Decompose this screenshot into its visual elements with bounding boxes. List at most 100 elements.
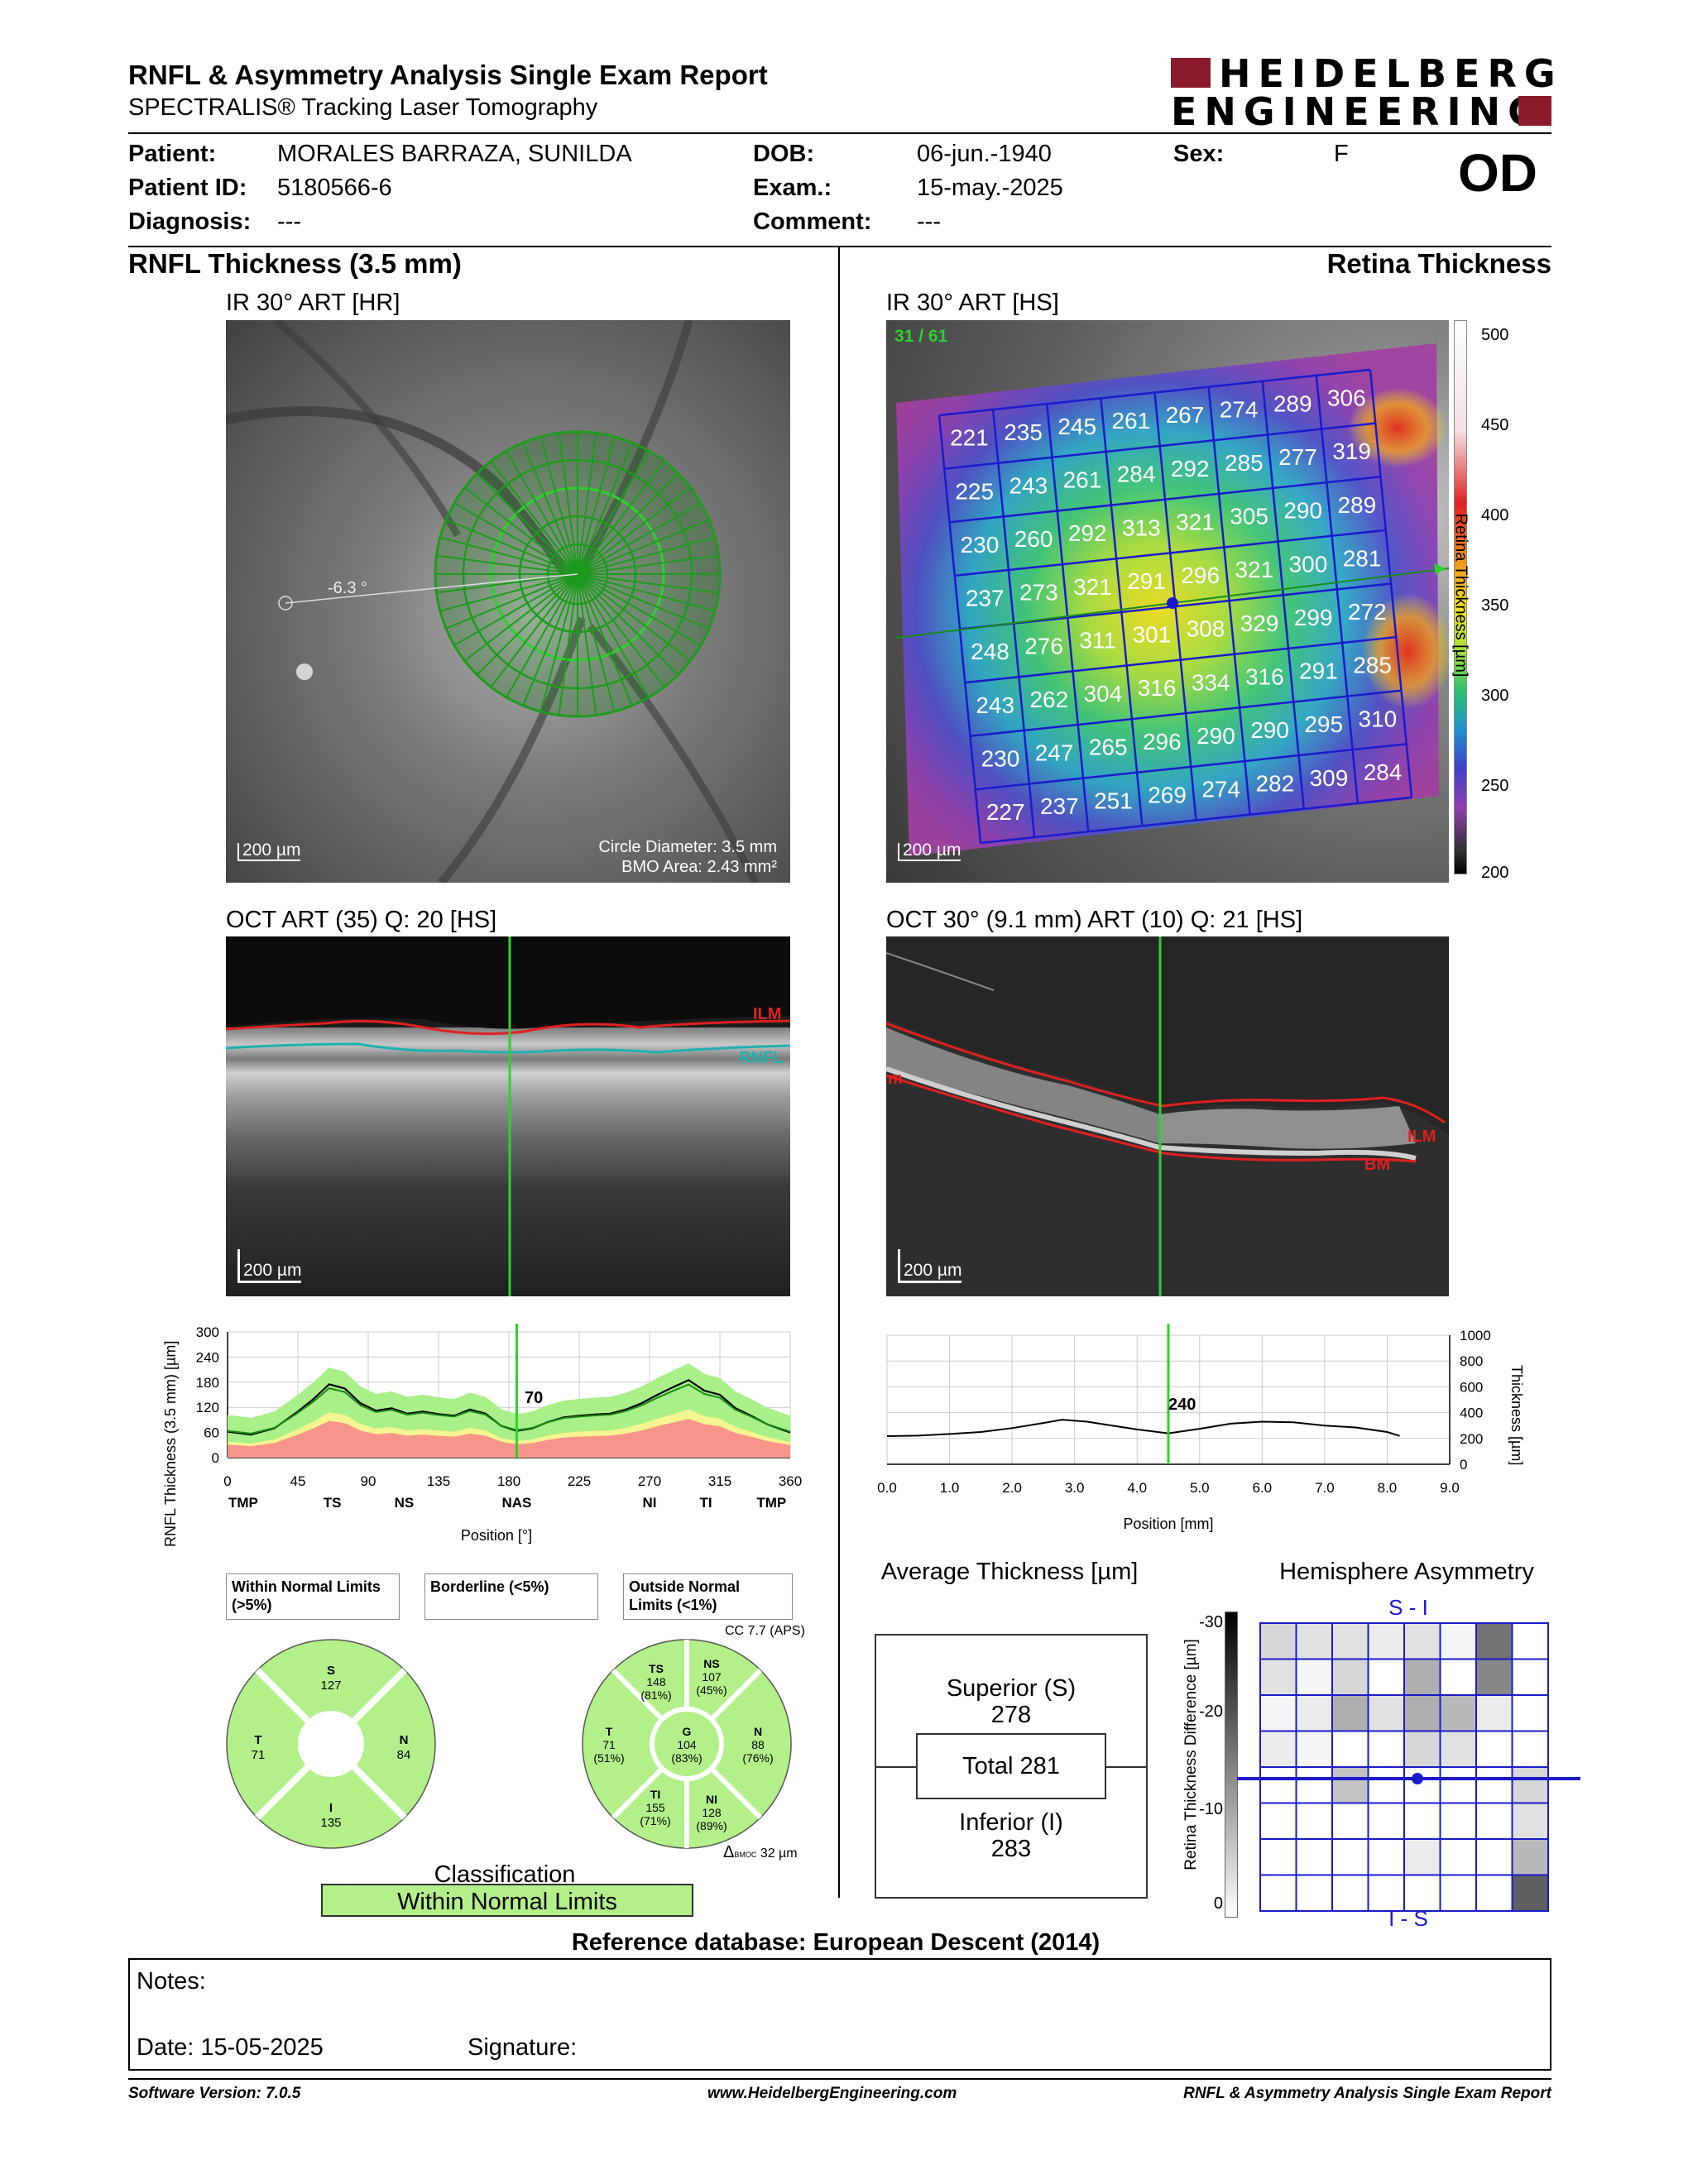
svg-text:(71%): (71%) (640, 1814, 670, 1827)
total-thickness: Total 281 (916, 1733, 1106, 1799)
sector-label: TI (699, 1495, 712, 1511)
asymmetry-scale-ticks: -30 -20 -10 0 (1199, 1613, 1223, 1913)
thickness-grid-value: 321 (1235, 557, 1273, 582)
asymmetry-grid (1237, 1622, 1580, 1912)
svg-text:(76%): (76%) (742, 1751, 773, 1765)
scan-spoke (453, 502, 578, 575)
x-tick-label: 4.0 (1127, 1480, 1147, 1496)
circle-diameter: Circle Diameter: 3.5 mm (598, 838, 777, 856)
scan-spoke (577, 486, 692, 575)
asymmetry-cell (1295, 1874, 1333, 1912)
retina-thickness-colorbar (1454, 320, 1467, 874)
asymmetry-cell (1295, 1766, 1333, 1804)
rotation-angle: -6.3 ° (328, 579, 367, 597)
x-tick-label: 8.0 (1378, 1480, 1398, 1496)
classification-title: Classification (434, 1861, 576, 1888)
sector-label: TMP (756, 1495, 786, 1511)
report-title: RNFL & Asymmetry Analysis Single Exam Re… (128, 60, 768, 90)
scan-spoke (577, 460, 665, 575)
x-tick-label: 45 (290, 1473, 306, 1489)
exam-value: 15-may.-2025 (917, 175, 1063, 201)
asymmetry-cell (1475, 1730, 1513, 1768)
thickness-grid-value: 285 (1225, 450, 1264, 476)
asymmetry-cell (1403, 1622, 1441, 1660)
colorbar-ticks: 500 450 400 350 300 250 200 (1481, 326, 1509, 882)
y-tick-label: 0 (1460, 1457, 1467, 1473)
x-tick-label: 180 (497, 1473, 520, 1489)
asymmetry-cell (1511, 1658, 1549, 1696)
grid-line (965, 635, 1397, 684)
x-tick-label: 1.0 (940, 1480, 960, 1496)
asymmetry-cell (1331, 1766, 1369, 1804)
left-ir-fundus-image: -6.3 ° 200 µm Circle Diameter: 3.5 mm BM… (226, 320, 790, 883)
grid-line (980, 796, 1412, 845)
asymmetry-cell (1475, 1622, 1513, 1660)
y-tick-label: 1000 (1460, 1328, 1491, 1343)
thickness-grid-value: 316 (1245, 663, 1284, 689)
scan-counter: 31 / 61 (894, 327, 948, 346)
asymmetry-cell (1475, 1766, 1513, 1804)
scan-spoke (577, 536, 716, 575)
y-tick-label: 0 (212, 1450, 219, 1466)
patient-id-label: Patient ID: (128, 175, 247, 201)
notes-label: Notes: (137, 1968, 206, 1995)
thickness-grid-value: 292 (1171, 456, 1210, 481)
exam-label: Exam.: (753, 175, 832, 201)
asymmetry-cell (1511, 1802, 1549, 1840)
scan-spoke (490, 573, 578, 688)
x-tick-label: 225 (568, 1473, 591, 1489)
svg-text:84: 84 (397, 1748, 411, 1762)
rnfl-section-title: RNFL Thickness (3.5 mm) (128, 248, 462, 279)
thickness-grid-value: 295 (1304, 711, 1343, 737)
asymmetry-cell (1403, 1730, 1441, 1768)
retina-chart-xlabel: Position [mm] (1123, 1516, 1213, 1532)
thickness-grid-value: 277 (1278, 444, 1317, 470)
thickness-grid-value: 289 (1273, 390, 1312, 416)
scan-spoke (577, 573, 650, 698)
asymmetry-cell (1295, 1622, 1333, 1660)
scan-spoke (577, 573, 692, 662)
cc-value: CC 7.7 (APS) (725, 1624, 805, 1638)
asymmetry-cell (1295, 1694, 1333, 1732)
asymmetry-cell (1295, 1730, 1333, 1768)
thickness-grid-value: 274 (1220, 396, 1259, 422)
scan-spoke (577, 502, 702, 575)
scan-spoke (445, 519, 578, 575)
thickness-grid-value: 237 (1040, 793, 1079, 819)
eye-indicator: OD (1458, 143, 1537, 203)
asymmetry-cell (1295, 1802, 1333, 1840)
y-tick-label: 200 (1460, 1431, 1483, 1447)
signature-label[interactable]: Signature: (468, 2034, 578, 2061)
scan-spoke (506, 573, 578, 698)
scan-spoke (445, 573, 578, 630)
sex-value: F (1334, 141, 1349, 167)
thickness-grid-value: 273 (1019, 580, 1058, 606)
thickness-grid-value: 291 (1299, 659, 1338, 684)
asymmetry-cell (1511, 1694, 1549, 1732)
thickness-grid-value: 243 (976, 692, 1014, 718)
scan-spoke (522, 442, 578, 575)
average-thickness-box: Superior (S) 278 Total 281 Inferior (I) … (875, 1634, 1148, 1899)
legend-borderline: Borderline (<5%) (424, 1573, 598, 1620)
svg-text:127: 127 (320, 1679, 341, 1693)
scan-spoke (577, 573, 633, 706)
asymmetry-cell (1511, 1874, 1549, 1912)
ilm-label-right: ILM (1407, 1128, 1436, 1146)
asymmetry-cell (1439, 1766, 1477, 1804)
x-tick-label: 5.0 (1190, 1480, 1210, 1496)
scan-spoke (577, 519, 710, 575)
svg-text:(51%): (51%) (593, 1751, 624, 1765)
x-tick-label: 7.0 (1315, 1480, 1335, 1496)
asymmetry-scale-bar (1225, 1612, 1238, 1918)
retina-profile-chart: 1000 800 600 400 200 0 0.0 1.0 2.0 3.0 4.0 5.0 6.0 7.… (877, 1324, 1525, 1532)
retina-section-title: Retina Thickness (1326, 248, 1551, 279)
grid-line (970, 689, 1402, 737)
website-link[interactable]: www.HeidelbergEngineering.com (707, 2085, 957, 2102)
thickness-grid-value: 334 (1192, 669, 1230, 695)
svg-text:135: 135 (320, 1816, 341, 1830)
asymmetry-cell (1403, 1658, 1441, 1696)
footer-report-name: RNFL & Asymmetry Analysis Single Exam Re… (1183, 2085, 1551, 2102)
comment-label: Comment: (753, 208, 872, 235)
asymmetry-cell (1439, 1622, 1477, 1660)
svg-text:S: S (327, 1664, 335, 1678)
